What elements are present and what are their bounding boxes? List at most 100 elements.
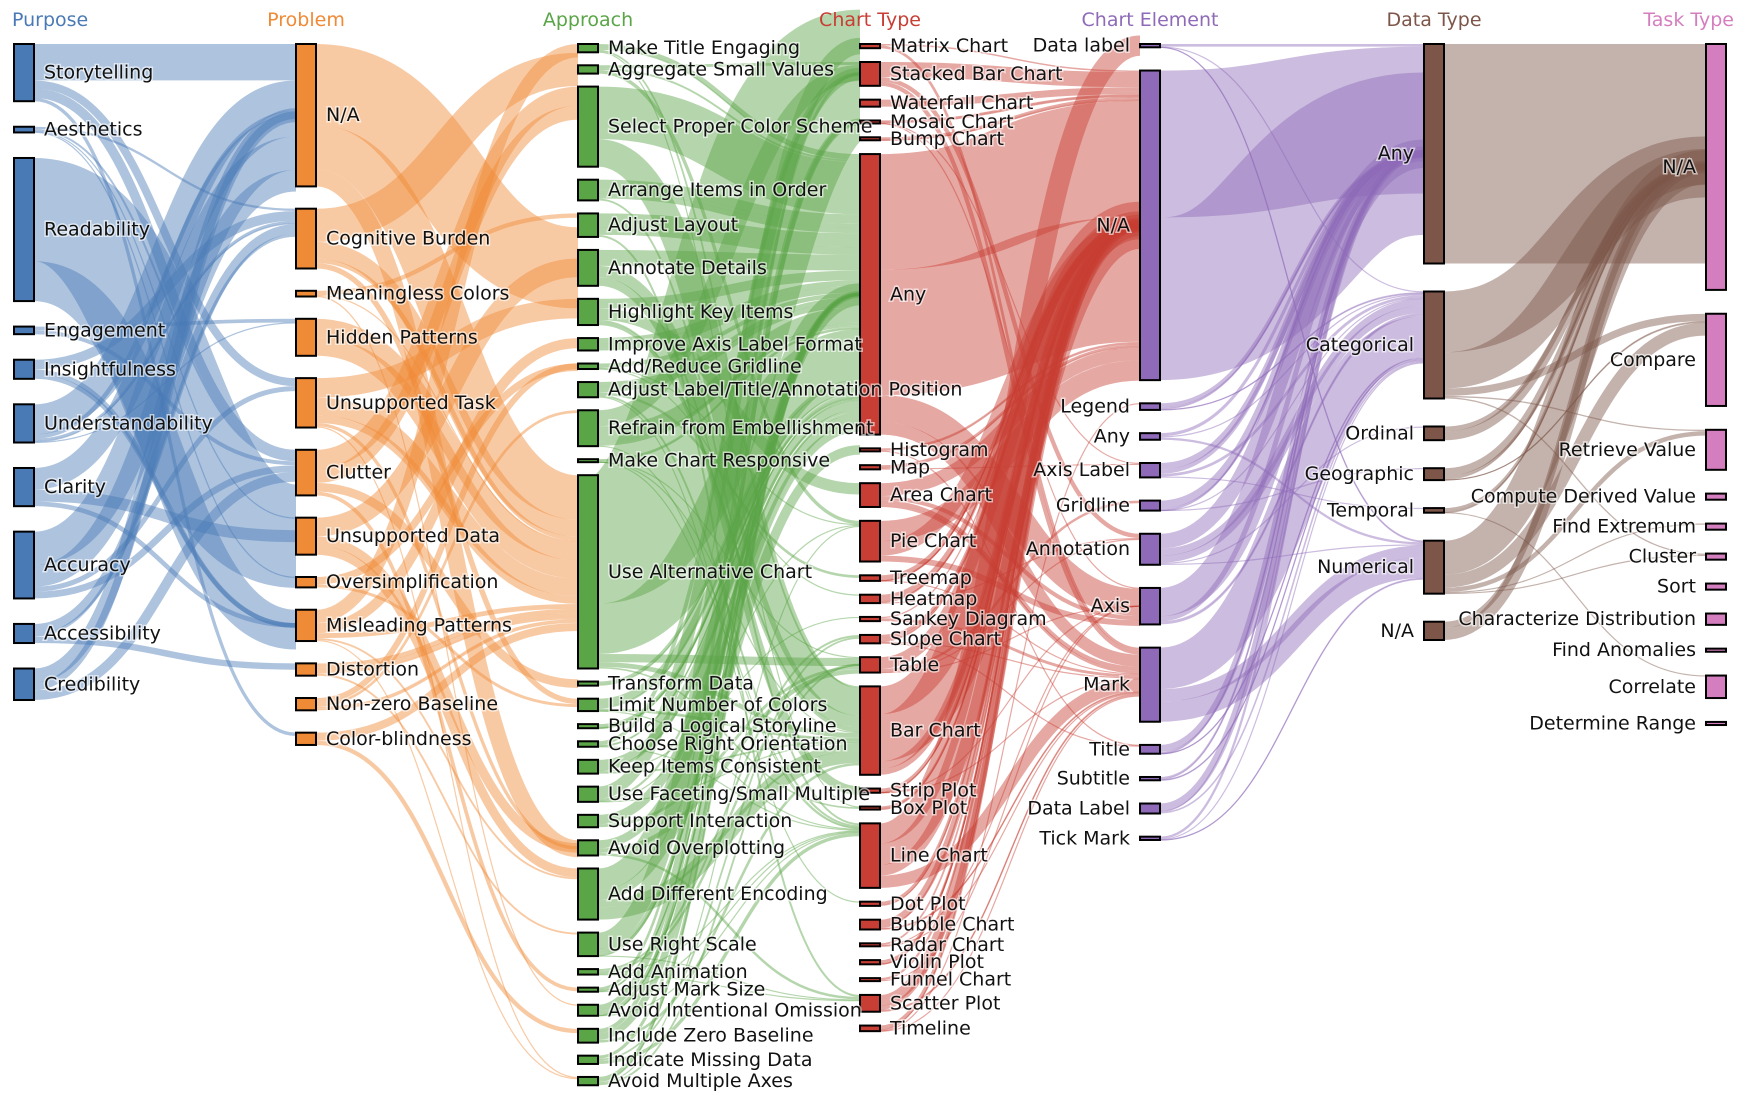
flow-charttype-8-to-chartelement-1 — [879, 347, 1141, 497]
node-purpose-engagement — [13, 325, 35, 336]
flow-charttype-7-to-chartelement-1 — [879, 346, 1141, 469]
flow-approach-3-to-charttype-18 — [597, 198, 861, 826]
flow-purpose-1-to-problem-1 — [33, 126, 297, 211]
flow-chartelement-8-to-datatype-5 — [1159, 557, 1425, 722]
flow-purpose-8-to-problem-9 — [33, 636, 297, 670]
label-tasktype-find-extremum: Find Extremum — [1552, 516, 1696, 538]
flow-approach-0-to-charttype-15 — [597, 49, 861, 689]
flow-approach-10-to-charttype-5 — [597, 325, 861, 446]
flow-datatype-5-to-tasktype-2 — [1443, 431, 1707, 593]
node-chartelement-gridline — [1139, 499, 1161, 512]
flow-approach-23-to-charttype-14 — [597, 663, 861, 974]
flow-approach-26-to-charttype-5 — [597, 290, 861, 1040]
flow-charttype-24-to-chartelement-1 — [879, 220, 1141, 1006]
flow-chartelement-4-to-datatype-0 — [1159, 150, 1425, 470]
node-approach-select-proper-color-scheme — [577, 85, 599, 168]
label-chartelement-data-label: Data label — [1033, 35, 1130, 57]
label-charttype-scatter-plot: Scatter Plot — [890, 992, 1000, 1014]
label-charttype-timeline: Timeline — [889, 1017, 971, 1039]
flow-charttype-18-to-chartelement-8 — [879, 679, 1141, 888]
flow-chartelement-3-to-datatype-1 — [1159, 293, 1425, 438]
node-datatype-any — [1423, 43, 1445, 265]
flow-purpose-7-to-problem-5 — [33, 465, 297, 599]
label-approach-make-chart-responsive: Make Chart Responsive — [608, 450, 830, 472]
label-approach-choose-right-orientation: Choose Right Orientation — [608, 733, 848, 755]
flow-approach-17-to-charttype-12 — [597, 616, 861, 772]
flow-problem-11-to-approach-12 — [315, 622, 579, 741]
flow-approach-15-to-charttype-5 — [597, 396, 861, 729]
flow-approach-20-to-charttype-24 — [597, 852, 861, 1000]
node-approach-adjust-label-title-annotation-position — [577, 381, 599, 399]
label-approach-include-zero-baseline: Include Zero Baseline — [608, 1025, 814, 1047]
flow-purpose-2-to-problem-6 — [29, 157, 301, 588]
node-approach-avoid-multiple-axes — [577, 1075, 599, 1087]
label-purpose-clarity: Clarity — [44, 476, 106, 498]
flow-datatype-3-to-tasktype-1 — [1443, 321, 1707, 481]
flow-problem-6-to-approach-5 — [315, 258, 579, 537]
flow-datatype-4-to-tasktype-9 — [1443, 512, 1707, 677]
flow-charttype-9-to-chartelement-1 — [879, 218, 1141, 556]
flow-charttype-2-to-chartelement-1 — [879, 87, 1141, 105]
label-approach-keep-items-consistent: Keep Items Consistent — [608, 756, 821, 778]
flow-charttype-4-to-chartelement-1 — [879, 96, 1141, 140]
node-datatype-categorical — [1423, 290, 1445, 400]
flow-charttype-16-to-chartelement-1 — [879, 224, 1141, 794]
node-problem-non-zero-baseline — [295, 697, 317, 712]
column-title-approach: Approach — [543, 9, 633, 31]
flow-purpose-7-to-problem-0 — [33, 169, 297, 587]
label-chartelement-subtitle: Subtitle — [1057, 768, 1130, 790]
flow-purpose-1-to-problem-5 — [33, 129, 297, 462]
flow-charttype-4-to-chartelement-1 — [879, 99, 1141, 141]
flow-charttype-23-to-chartelement-1 — [879, 224, 1141, 981]
flow-approach-26-to-charttype-3 — [597, 119, 861, 1034]
flow-approach-11-to-charttype-15 — [597, 461, 861, 734]
flow-approach-24-to-charttype-18 — [597, 831, 861, 993]
node-approach-avoid-intentional-omission — [577, 1003, 599, 1017]
flow-approach-9-to-charttype-5 — [597, 297, 861, 387]
flow-approach-8-to-charttype-11 — [597, 368, 861, 596]
flow-problem-5-to-approach-2 — [315, 105, 579, 483]
flow-charttype-10-to-chartelement-1 — [879, 224, 1141, 582]
flow-approach-22-to-charttype-24 — [597, 955, 861, 1001]
flow-charttype-1-to-chartelement-8 — [879, 81, 1141, 655]
flow-charttype-7-to-chartelement-4 — [879, 463, 1141, 470]
node-approach-choose-right-orientation — [577, 740, 599, 748]
flow-approach-26-to-charttype-15 — [597, 762, 861, 1043]
label-approach-make-title-engaging: Make Title Engaging — [608, 37, 800, 59]
flow-charttype-10-to-chartelement-1 — [879, 224, 1141, 582]
label-charttype-bar-chart: Bar Chart — [890, 720, 981, 742]
flow-problem-9-to-approach-12 — [315, 608, 579, 668]
flow-problem-4-to-approach-20 — [315, 422, 579, 850]
flow-chartelement-4-to-datatype-0 — [1159, 151, 1425, 474]
label-chartelement-any: Any — [1094, 425, 1130, 447]
flow-approach-5-to-charttype-16 — [597, 277, 861, 796]
flow-approach-9-to-charttype-5 — [597, 301, 861, 393]
node-datatype-temporal — [1423, 507, 1445, 514]
node-tasktype-retrieve-value — [1705, 428, 1727, 471]
flow-problem-8-to-approach-12 — [315, 603, 579, 639]
label-approach-avoid-intentional-omission: Avoid Intentional Omission — [608, 999, 862, 1021]
flow-approach-3-to-charttype-5 — [597, 189, 861, 228]
flow-approach-14-to-charttype-5 — [597, 383, 861, 707]
label-purpose-understandability: Understandability — [44, 412, 213, 434]
label-purpose-accuracy: Accuracy — [44, 554, 131, 576]
flow-datatype-1-to-tasktype-0 — [1442, 136, 1708, 353]
node-approach-avoid-overplotting — [577, 839, 599, 857]
flow-chartelement-6-to-datatype-1 — [1159, 298, 1425, 556]
label-approach-support-interaction: Support Interaction — [608, 810, 792, 832]
flow-charttype-21-to-chartelement-8 — [879, 692, 1141, 947]
flow-chartelement-5-to-datatype-0 — [1159, 152, 1425, 511]
flow-approach-9-to-charttype-18 — [597, 394, 861, 828]
flow-problem-8-to-approach-28 — [315, 639, 579, 1080]
flow-approach-24-to-charttype-5 — [597, 293, 861, 993]
flow-approach-22-to-charttype-5 — [597, 293, 861, 957]
flow-charttype-1-to-chartelement-1 — [879, 62, 1141, 88]
flow-approach-4-to-charttype-5 — [597, 227, 861, 255]
node-chartelement-data-label — [1139, 43, 1161, 49]
node-chartelement-axis — [1139, 586, 1161, 626]
flow-charttype-15-to-chartelement-1 — [879, 221, 1141, 769]
flow-purpose-4-to-problem-8 — [33, 374, 297, 628]
label-charttype-histogram: Histogram — [890, 439, 989, 461]
node-approach-build-a-logical-storyline — [577, 723, 599, 730]
flow-approach-10-to-charttype-1 — [597, 64, 861, 427]
